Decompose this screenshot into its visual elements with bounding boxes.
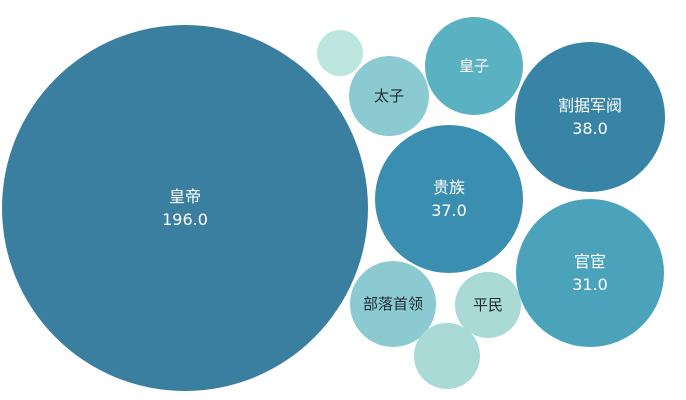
bubble-label: 贵族 [433,178,465,197]
bubble-太子[interactable]: 太子 [349,56,429,136]
bubble-label: 皇子 [459,57,489,75]
bubble-label: 部落首领 [363,295,423,313]
bubble-circle[interactable] [425,17,523,115]
bubble-value: 38.0 [572,119,608,138]
bubble-割据军阀[interactable]: 割据军阀 38.0 [515,42,665,192]
bubble-circle[interactable] [349,56,429,136]
bubble-circle[interactable] [455,272,521,338]
bubble-circle[interactable] [317,30,363,76]
bubble-皇子[interactable]: 皇子 [425,17,523,115]
bubble-circle[interactable] [2,25,368,391]
bubble-label: 割据军阀 [558,96,622,115]
bubble-label: 皇帝 [169,187,201,206]
bubble-value: 196.0 [162,210,208,229]
bubble-value: 31.0 [572,275,608,294]
bubble-circle[interactable] [375,125,523,273]
bubble-平民[interactable]: 平民 [455,272,521,338]
bubble-value: 37.0 [431,201,467,220]
bubble-unlabeled-9[interactable] [317,30,363,76]
bubble-label: 官宦 [574,252,606,271]
bubble-label: 太子 [374,87,404,105]
bubble-circle[interactable] [516,199,664,347]
bubble-circle[interactable] [414,323,480,389]
bubble-官宦[interactable]: 官宦 31.0 [516,199,664,347]
bubble-circle[interactable] [350,261,436,347]
bubble-unlabeled-8[interactable] [414,323,480,389]
bubble-皇帝[interactable]: 皇帝 196.0 [2,25,368,391]
bubble-circle[interactable] [515,42,665,192]
bubble-贵族[interactable]: 贵族 37.0 [375,125,523,273]
bubble-部落首领[interactable]: 部落首领 [350,261,436,347]
bubble-label: 平民 [473,296,503,314]
